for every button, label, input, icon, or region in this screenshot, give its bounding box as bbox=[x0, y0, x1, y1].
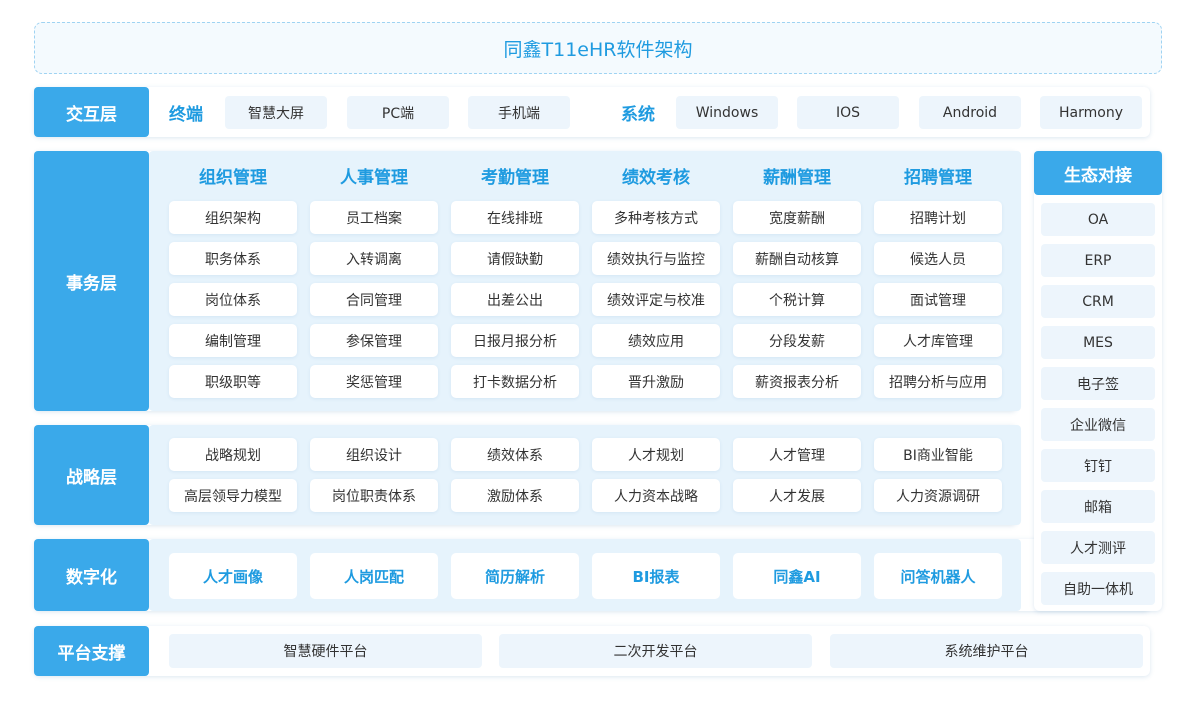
chip: 晋升激励 bbox=[592, 365, 720, 398]
layer-label: 战略层 bbox=[34, 425, 149, 525]
chip: PC端 bbox=[347, 96, 449, 129]
chip: 个税计算 bbox=[733, 283, 861, 316]
chip: 合同管理 bbox=[310, 283, 438, 316]
title-box: 同鑫T11eHR软件架构 bbox=[34, 22, 1162, 74]
chip: 职务体系 bbox=[169, 242, 297, 275]
chip: 打卡数据分析 bbox=[451, 365, 579, 398]
chip: 请假缺勤 bbox=[451, 242, 579, 275]
chip: IOS bbox=[797, 96, 899, 129]
chip: 企业微信 bbox=[1041, 408, 1155, 441]
column-title: 招聘管理 bbox=[904, 167, 972, 188]
chip: 智慧硬件平台 bbox=[169, 634, 482, 668]
chip: 人才库管理 bbox=[874, 324, 1002, 357]
chip: 人才画像 bbox=[169, 553, 297, 599]
chip: 薪资报表分析 bbox=[733, 365, 861, 398]
layer-label: 交互层 bbox=[34, 87, 149, 137]
chip: 分段发薪 bbox=[733, 324, 861, 357]
chip: 人岗匹配 bbox=[310, 553, 438, 599]
chip: 绩效体系 bbox=[451, 438, 579, 471]
chip: 钉钉 bbox=[1041, 449, 1155, 482]
chip: 在线排班 bbox=[451, 201, 579, 234]
chip: 同鑫AI bbox=[733, 553, 861, 599]
chip: 问答机器人 bbox=[874, 553, 1002, 599]
chip: 战略规划 bbox=[169, 438, 297, 471]
chip: 编制管理 bbox=[169, 324, 297, 357]
chip: 邮箱 bbox=[1041, 490, 1155, 523]
chip: 人才管理 bbox=[733, 438, 861, 471]
chip: 入转调离 bbox=[310, 242, 438, 275]
chip: Harmony bbox=[1040, 96, 1142, 129]
chip: 电子签 bbox=[1041, 367, 1155, 400]
chip: MES bbox=[1041, 326, 1155, 359]
chip: CRM bbox=[1041, 285, 1155, 318]
ecosystem-title: 生态对接 bbox=[1034, 151, 1162, 195]
chip: 候选人员 bbox=[874, 242, 1002, 275]
layer-label: 数字化 bbox=[34, 539, 149, 611]
layer-label: 平台支撑 bbox=[34, 626, 149, 676]
chip: 岗位职责体系 bbox=[310, 479, 438, 512]
chip: 招聘计划 bbox=[874, 201, 1002, 234]
chip: 人才发展 bbox=[733, 479, 861, 512]
column-title: 绩效考核 bbox=[622, 167, 690, 188]
column-title: 组织管理 bbox=[199, 167, 267, 188]
chip: 人力资源调研 bbox=[874, 479, 1002, 512]
chip: 面试管理 bbox=[874, 283, 1002, 316]
chip: 绩效评定与校准 bbox=[592, 283, 720, 316]
chip: 组织架构 bbox=[169, 201, 297, 234]
chip: 人才测评 bbox=[1041, 531, 1155, 564]
group-label: 终端 bbox=[169, 104, 203, 125]
chip: 职级职等 bbox=[169, 365, 297, 398]
chip: 出差公出 bbox=[451, 283, 579, 316]
chip: 岗位体系 bbox=[169, 283, 297, 316]
chip: 宽度薪酬 bbox=[733, 201, 861, 234]
chip: 参保管理 bbox=[310, 324, 438, 357]
chip: OA bbox=[1041, 203, 1155, 236]
chip: 高层领导力模型 bbox=[169, 479, 297, 512]
column-title: 考勤管理 bbox=[481, 167, 549, 188]
chip: 人才规划 bbox=[592, 438, 720, 471]
chip: 系统维护平台 bbox=[830, 634, 1143, 668]
group-label: 系统 bbox=[621, 104, 655, 125]
column-title: 人事管理 bbox=[340, 167, 408, 188]
chip: 薪酬自动核算 bbox=[733, 242, 861, 275]
chip: Windows bbox=[676, 96, 778, 129]
chip: 员工档案 bbox=[310, 201, 438, 234]
chip: 日报月报分析 bbox=[451, 324, 579, 357]
layer-label: 事务层 bbox=[34, 151, 149, 411]
chip: 多种考核方式 bbox=[592, 201, 720, 234]
chip: BI报表 bbox=[592, 553, 720, 599]
chip: 激励体系 bbox=[451, 479, 579, 512]
chip: 简历解析 bbox=[451, 553, 579, 599]
chip: 绩效执行与监控 bbox=[592, 242, 720, 275]
chip: 招聘分析与应用 bbox=[874, 365, 1002, 398]
chip: 手机端 bbox=[468, 96, 570, 129]
chip: 奖惩管理 bbox=[310, 365, 438, 398]
chip: 二次开发平台 bbox=[499, 634, 812, 668]
chip: 绩效应用 bbox=[592, 324, 720, 357]
chip: 智慧大屏 bbox=[225, 96, 327, 129]
chip: 自助一体机 bbox=[1041, 572, 1155, 605]
chip: 组织设计 bbox=[310, 438, 438, 471]
chip: 人力资本战略 bbox=[592, 479, 720, 512]
chip: ERP bbox=[1041, 244, 1155, 277]
chip: BI商业智能 bbox=[874, 438, 1002, 471]
column-title: 薪酬管理 bbox=[763, 167, 831, 188]
chip: Android bbox=[919, 96, 1021, 129]
